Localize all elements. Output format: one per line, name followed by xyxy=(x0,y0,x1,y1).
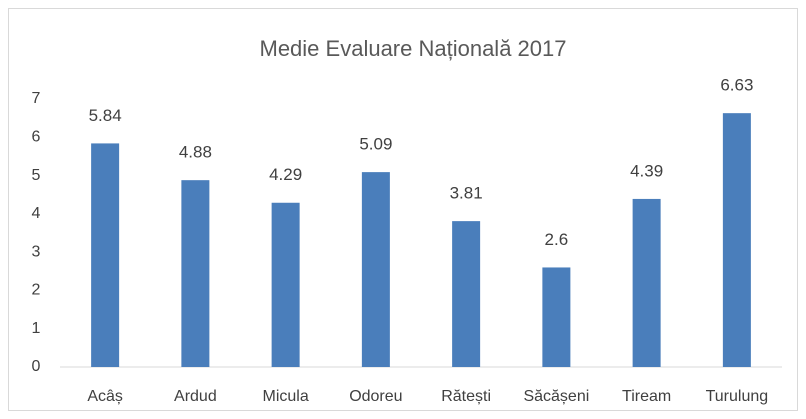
y-tick-label: 4 xyxy=(32,205,41,222)
data-label: 3.81 xyxy=(450,184,483,203)
y-tick-label: 0 xyxy=(32,358,41,375)
y-tick-label: 6 xyxy=(32,129,41,146)
chart-title: Medie Evaluare Națională 2017 xyxy=(260,36,567,61)
x-tick-label: Acâș xyxy=(87,388,123,405)
data-label: 5.09 xyxy=(359,135,392,154)
y-tick-label: 7 xyxy=(32,90,41,107)
y-tick-label: 3 xyxy=(32,243,41,260)
bar xyxy=(632,198,661,367)
x-tick-label: Odoreu xyxy=(349,388,402,405)
y-tick-label: 2 xyxy=(32,282,41,299)
x-tick-label: Micula xyxy=(263,388,309,405)
data-label: 5.84 xyxy=(89,106,122,125)
data-label: 2.6 xyxy=(545,230,569,249)
x-tick-label: Ardud xyxy=(174,388,217,405)
bar xyxy=(91,143,120,367)
x-tick-label: Rătești xyxy=(441,388,491,405)
data-label: 6.63 xyxy=(720,76,753,95)
data-label: 4.29 xyxy=(269,165,302,184)
data-label: 4.39 xyxy=(630,161,663,180)
bar xyxy=(271,202,300,367)
chart-border xyxy=(8,8,798,411)
x-tick-label: Tiream xyxy=(622,388,671,405)
x-tick-label: Săcășeni xyxy=(523,388,589,405)
data-label: 4.88 xyxy=(179,143,212,162)
bar xyxy=(452,221,481,367)
bar xyxy=(361,172,390,367)
bar xyxy=(722,113,751,367)
x-tick-label: Turulung xyxy=(706,388,769,405)
bar xyxy=(181,180,210,367)
y-tick-label: 5 xyxy=(32,167,41,184)
y-tick-label: 1 xyxy=(32,320,41,337)
bar xyxy=(542,267,571,367)
